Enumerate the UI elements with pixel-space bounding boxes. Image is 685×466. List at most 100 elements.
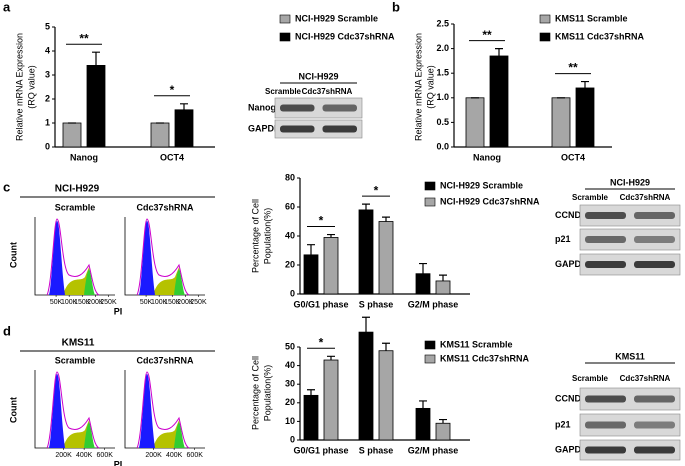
- blot-row-label: CCND1: [555, 210, 586, 220]
- blot-band: [585, 236, 626, 243]
- flow-g1-peak: [49, 374, 65, 448]
- x-tick-label: G2/M phase: [408, 299, 459, 309]
- y-tick-label: 2.0: [436, 43, 449, 53]
- legend-label: KMS11 Scramble: [440, 339, 513, 349]
- bar: [415, 273, 431, 295]
- error-bar: [307, 244, 315, 255]
- y-axis-label: Relative mRNA Expression: [413, 33, 423, 141]
- panel-label: a: [3, 0, 11, 14]
- bar: [303, 394, 319, 441]
- y-axis-label: (RQ value): [26, 65, 36, 109]
- flow-fit: [136, 371, 190, 449]
- significance-label: *: [319, 214, 324, 228]
- significance-label: *: [374, 183, 379, 197]
- blot-membrane: [579, 387, 681, 411]
- flow-x-tick-label: 600K: [187, 452, 204, 459]
- y-tick-label: 60: [285, 201, 295, 211]
- blot-row-label: Nanog: [248, 102, 276, 112]
- y-tick-label: 50: [285, 341, 295, 351]
- significance-label: *: [170, 83, 175, 97]
- blot-membrane: [274, 97, 363, 119]
- error-bar: [307, 389, 315, 396]
- flow-fit: [46, 218, 100, 296]
- y-tick-label: 0.5: [436, 117, 449, 127]
- blot-membrane: [274, 119, 363, 139]
- y-axis-label: Percentage of Cell: [250, 356, 260, 430]
- error-bar: [439, 274, 447, 281]
- blot-band: [280, 104, 315, 112]
- error-bar: [439, 418, 447, 424]
- flow-x-tick-label: 200K: [177, 299, 194, 306]
- y-tick-label: 40: [285, 360, 295, 370]
- bar: [358, 331, 374, 441]
- bar: [575, 87, 595, 148]
- bar: [378, 221, 394, 295]
- x-tick-label: Nanog: [473, 152, 501, 162]
- legend-label: NCI-H929 Scramble: [295, 13, 378, 23]
- bar: [174, 109, 194, 148]
- y-axis-label: Relative mRNA Expression: [14, 33, 24, 141]
- y-tick-label: 3: [45, 69, 50, 79]
- y-tick-label: 5: [45, 21, 50, 31]
- legend-label: KMS11 Cdc37shRNA: [440, 353, 530, 363]
- bar: [435, 422, 451, 441]
- error-bar: [327, 355, 335, 361]
- error-bar: [362, 203, 370, 210]
- flow-g2-peak: [174, 422, 185, 448]
- legend-swatch: [279, 32, 291, 42]
- y-tick-label: 0: [45, 141, 50, 151]
- blot-band: [634, 212, 675, 219]
- flow-x-tick-label: 100K: [151, 299, 168, 306]
- blot-band: [634, 446, 675, 454]
- flow-x-tick-label: 250K: [190, 299, 207, 306]
- flow-x-tick-label: 250K: [100, 299, 117, 306]
- blot-band: [585, 421, 626, 429]
- y-tick-label: 30: [285, 379, 295, 389]
- flow-x-tick-label: 400K: [166, 452, 183, 459]
- flow-x-tick-label: 200K: [145, 452, 162, 459]
- x-tick-label: G0/G1 phase: [293, 299, 348, 309]
- bar: [150, 122, 170, 148]
- x-tick-label: S phase: [359, 299, 394, 309]
- bar: [465, 97, 485, 148]
- y-tick-label: 1: [45, 117, 50, 127]
- flow-sample-label: Cdc37shRNA: [136, 202, 194, 212]
- blot-membrane: [579, 413, 681, 437]
- significance-label: *: [319, 335, 324, 349]
- blot-band: [585, 395, 626, 403]
- blot-membrane: [579, 228, 681, 251]
- x-tick-label: OCT4: [561, 152, 585, 162]
- lane-label: Scramble: [572, 193, 609, 202]
- legend-swatch: [424, 340, 436, 350]
- bar: [323, 359, 339, 441]
- blot-row-label: GAPDH: [248, 123, 281, 133]
- y-tick-label: 2.5: [436, 18, 449, 28]
- flow-x-tick-label: 400K: [76, 452, 93, 459]
- y-axis-label: (RQ value): [425, 65, 435, 109]
- flow-g2-peak: [84, 269, 95, 295]
- legend-swatch: [424, 181, 436, 191]
- error-bar: [382, 216, 390, 222]
- flow-g1-peak: [49, 221, 65, 295]
- y-axis-label: Population(%): [262, 365, 272, 422]
- blot-title: KMS11: [615, 351, 645, 361]
- blot-band: [634, 261, 675, 268]
- significance-label: **: [568, 61, 578, 75]
- x-tick-label: Nanog: [70, 152, 98, 162]
- legend-swatch: [424, 197, 436, 207]
- flow-y-label: Count: [8, 242, 18, 268]
- blot-membrane: [579, 439, 681, 461]
- bar: [489, 55, 509, 148]
- significance-label: **: [79, 31, 89, 45]
- y-tick-label: 0: [290, 288, 295, 298]
- blot-row-label: GAPDH: [555, 444, 588, 454]
- legend-label: NCI-H929 Cdc37shRNA: [295, 31, 395, 41]
- blot-band: [322, 125, 357, 133]
- flow-x-tick-label: 100K: [61, 299, 78, 306]
- flow-fit: [136, 218, 190, 296]
- blot-band: [280, 125, 315, 133]
- y-tick-label: 10: [285, 416, 295, 426]
- panel-label: b: [392, 0, 400, 14]
- legend-label: KMS11 Cdc37shRNA: [555, 31, 645, 41]
- flow-x-tick-label: 200K: [55, 452, 72, 459]
